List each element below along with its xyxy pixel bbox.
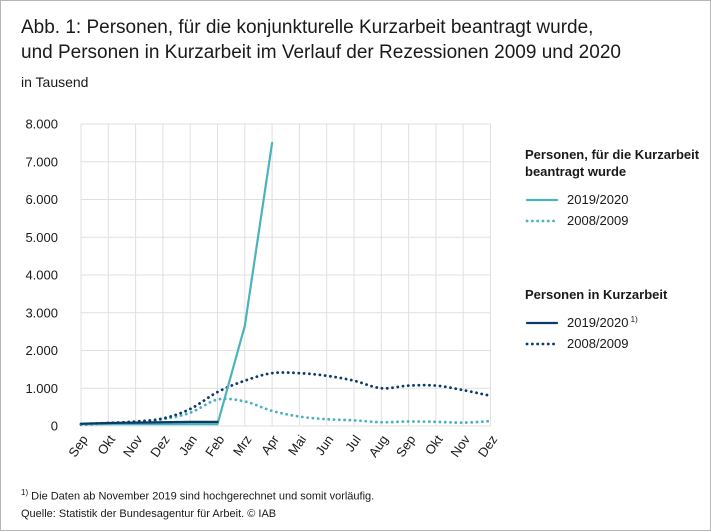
unit-label: in Tausend <box>21 74 89 90</box>
y-tick-label: 7.000 <box>25 154 58 169</box>
x-tick-label: Dez <box>147 432 173 460</box>
footnote-mark: 1) <box>21 488 29 497</box>
x-tick-label: Sep <box>65 432 91 460</box>
legend-entry: 2019/2020 <box>567 192 628 207</box>
series-line-0-1 <box>79 397 492 427</box>
x-tick-label: Jun <box>312 432 336 458</box>
chart-title: Abb. 1: Personen, für die konjunkturelle… <box>21 15 701 65</box>
y-tick-label: 5.000 <box>25 230 58 245</box>
y-tick-label: 3.000 <box>25 305 58 320</box>
legend-heading-line2: beantragt wurde <box>525 164 626 179</box>
series-line-1-0 <box>79 420 219 425</box>
y-tick-label: 1.000 <box>25 381 58 396</box>
source-note: Quelle: Statistik der Bundesagentur für … <box>21 507 277 520</box>
y-tick-label: 8.000 <box>25 117 58 132</box>
series-line-0-0 <box>79 141 274 426</box>
footnote-text: Die Daten ab November 2019 sind hochgere… <box>28 490 375 503</box>
x-tick-label: Mrz <box>230 432 255 458</box>
x-tick-label: Jan <box>176 432 200 458</box>
x-tick-label: Mai <box>285 432 309 458</box>
series-line-1-1 <box>79 371 492 426</box>
x-tick-label: Aug <box>366 432 392 460</box>
x-tick-label: Sep <box>393 432 419 460</box>
x-tick-label: Feb <box>202 432 227 459</box>
legend-entry: 2008/2009 <box>567 336 628 351</box>
x-tick-label: Okt <box>94 432 118 457</box>
x-tick-label: Jul <box>342 432 364 454</box>
legend-entry: 2019/2020 1) <box>567 315 638 330</box>
y-tick-label: 6.000 <box>25 192 58 207</box>
legend-entry: 2008/2009 <box>567 213 628 228</box>
footnote: 1) Die Daten ab November 2019 sind hochg… <box>21 484 374 523</box>
y-tick-label: 2.000 <box>25 343 58 358</box>
legend-entry-sup: 1) <box>628 315 638 324</box>
x-tick-label: Nov <box>447 432 473 460</box>
x-tick-label: Dez <box>475 432 501 460</box>
x-tick-label: Nov <box>120 432 146 460</box>
y-tick-label: 4.000 <box>25 268 58 283</box>
legend-heading: Personen in Kurzarbeit <box>525 287 668 302</box>
title-line-1: Abb. 1: Personen, für die konjunkturelle… <box>21 17 594 38</box>
title-line-2: und Personen in Kurzarbeit im Verlauf de… <box>21 42 621 63</box>
x-tick-label: Okt <box>422 432 446 457</box>
x-tick-label: Apr <box>258 432 282 458</box>
y-tick-label: 0 <box>51 419 58 434</box>
legend-heading: Personen, für die Kurzarbeit <box>525 147 700 162</box>
